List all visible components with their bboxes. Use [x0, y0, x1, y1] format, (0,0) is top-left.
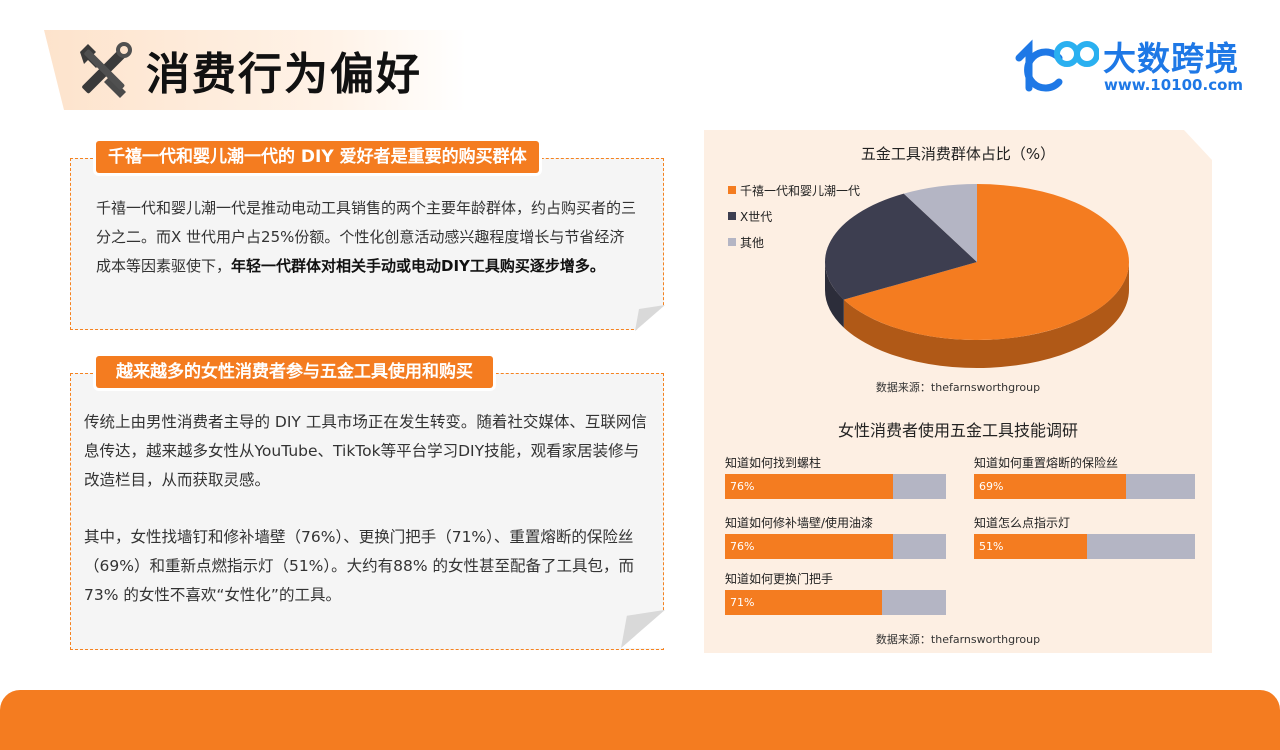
bar-label: 知道如何修补墙壁/使用油漆	[725, 516, 874, 530]
logo-url: www.10100.com	[1104, 76, 1244, 94]
page-title: 消费行为偏好	[146, 49, 422, 100]
bar-value-label: 51%	[979, 540, 1004, 553]
pie-depth	[825, 262, 1129, 368]
bar-fill	[974, 534, 1087, 559]
page-fold-decoration	[635, 305, 665, 331]
section-2-panel	[70, 373, 665, 650]
tools-icon	[80, 42, 132, 98]
section-1-text: 千禧一代和婴儿潮一代是推动电动工具销售的两个主要年龄群体，约占购买者的三分之二。…	[96, 194, 636, 281]
bar-track: 71%	[725, 590, 946, 615]
bar-source-note: 数据来源：thefarnsworthgroup	[875, 633, 1041, 646]
page-fold-decoration	[621, 609, 665, 649]
legend-item: 千禧一代和婴儿潮一代	[728, 177, 860, 203]
bar-fill	[725, 474, 893, 499]
bar-item: 知道如何找到螺柱 76%	[725, 455, 946, 499]
section-2-para-2: 其中，女性找墙钉和修补墙壁（76%）、更换门把手（71%）、重置熔断的保险丝（6…	[84, 528, 635, 604]
footer-bar	[0, 690, 1280, 750]
pie-slice-side	[825, 262, 844, 328]
pie-chart	[825, 184, 1129, 368]
pie-legend: 千禧一代和婴儿潮一代 X世代 其他	[728, 177, 860, 255]
section-1-text-bold: 年轻一代群体对相关手动或电动DIY工具购买逐步增多。	[231, 257, 605, 275]
legend-swatch	[728, 238, 736, 246]
bar-item: 知道如何修补墙壁/使用油漆 76%	[725, 515, 946, 559]
legend-swatch	[728, 186, 736, 194]
bar-track: 76%	[725, 474, 946, 499]
legend-item: 其他	[728, 229, 860, 255]
bar-track: 51%	[974, 534, 1195, 559]
legend-swatch	[728, 212, 736, 220]
pie-slice	[843, 184, 1129, 340]
section-1-text-plain: 千禧一代和婴儿潮一代是推动电动工具销售的两个主要年龄群体，约占购买者的三分之二。…	[96, 199, 637, 275]
bar-fill	[974, 474, 1127, 499]
bar-value-label: 76%	[730, 540, 755, 553]
legend-label: X世代	[740, 209, 773, 224]
bar-track: 76%	[725, 534, 946, 559]
pie-slice	[825, 193, 977, 300]
bar-value-label: 71%	[730, 596, 755, 609]
section-2-tag: 越来越多的女性消费者参与五金工具使用和购买	[96, 356, 493, 388]
pie-slice	[903, 184, 977, 262]
bar-item: 知道怎么点指示灯 51%	[974, 515, 1195, 559]
legend-label: 其他	[740, 235, 765, 250]
pie-source-note: 数据来源：thefarnsworthgroup	[875, 381, 1041, 394]
legend-label: 千禧一代和婴儿潮一代	[740, 183, 861, 198]
bar-value-label: 76%	[730, 480, 755, 493]
bar-label: 知道怎么点指示灯	[974, 516, 1071, 530]
logo-name: 大数跨境	[1103, 39, 1239, 78]
legend-item: X世代	[728, 203, 860, 229]
pie-slice-side	[843, 262, 1129, 368]
bar-value-label: 69%	[979, 480, 1004, 493]
bar-fill	[725, 534, 893, 559]
bar-chart-title: 女性消费者使用五金工具技能调研	[837, 421, 1078, 440]
bar-label: 知道如何找到螺柱	[725, 456, 822, 470]
bar-label: 知道如何更换门把手	[725, 572, 834, 586]
pie-chart-title: 五金工具消费群体占比（%）	[860, 145, 1056, 163]
section-2-text: 传统上由男性消费者主导的 DIY 工具市场正在发生转变。随着社交媒体、互联网信息…	[84, 408, 648, 610]
bar-item: 知道如何重置熔断的保险丝 69%	[974, 455, 1195, 499]
bar-fill	[725, 590, 882, 615]
bar-label: 知道如何重置熔断的保险丝	[974, 456, 1119, 470]
bar-track: 69%	[974, 474, 1195, 499]
section-2-para-1: 传统上由男性消费者主导的 DIY 工具市场正在发生转变。随着社交媒体、互联网信息…	[84, 413, 647, 489]
logo-icon	[1015, 39, 1099, 92]
title-banner	[44, 30, 466, 110]
bar-item: 知道如何更换门把手 71%	[725, 571, 946, 615]
section-1-tag: 千禧一代和婴儿潮一代的 DIY 爱好者是重要的购买群体	[96, 141, 539, 173]
